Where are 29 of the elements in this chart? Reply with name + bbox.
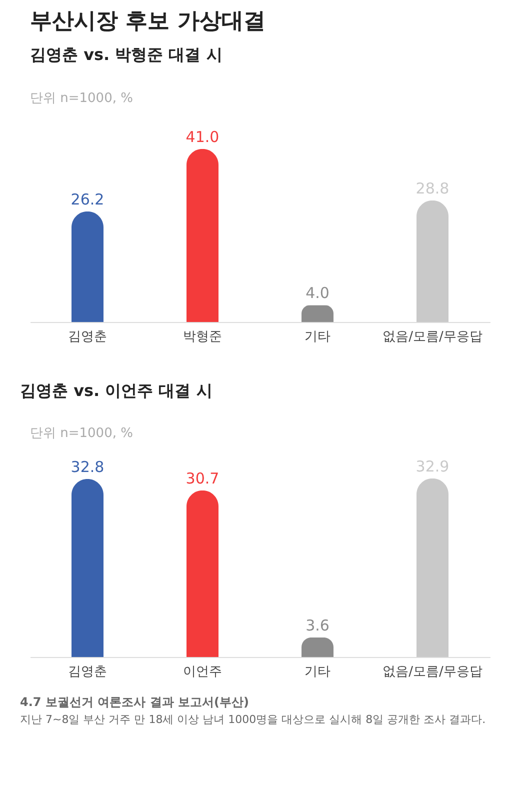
x-tick-label: 김영춘 — [68, 664, 107, 680]
chart-subtitle: 김영춘 vs. 박형준 대결 시 — [30, 45, 222, 64]
chart-title: 부산시장 후보 가상대결 — [30, 9, 266, 34]
bar — [416, 200, 448, 322]
x-tick-label: 박형준 — [183, 330, 222, 344]
text: 4.7 보궐선거 여론조사 결과 보고서(부산) — [20, 695, 249, 709]
x-tick-label: 없음/모름/무응답 — [382, 664, 482, 680]
x-tick-label: 기타 — [304, 664, 330, 680]
bar — [72, 211, 104, 322]
x-tick-label: 없음/모름/무응답 — [382, 330, 482, 344]
data-label: 3.6 — [306, 616, 330, 634]
data-label: 26.2 — [70, 190, 104, 208]
bar — [72, 478, 104, 657]
x-tick-label: 기타 — [304, 330, 330, 344]
x-tick-label: 김영춘 — [68, 330, 107, 344]
data-label: 41.0 — [186, 128, 220, 146]
bar — [416, 478, 448, 657]
data-label: 32.8 — [70, 458, 104, 476]
data-label: 30.7 — [186, 469, 220, 488]
text: 지난 7~8일 부산 거주 만 18세 이상 남녀 1000명을 대상으로 실시해 8일 공개한 조사 결과다. — [20, 713, 486, 726]
chart-title: 김영춘 vs. 이언주 대결 시 — [20, 381, 212, 400]
x-tick-label: 이언주 — [183, 664, 222, 680]
bar — [186, 490, 218, 657]
text: 단위 n=1000, % — [30, 91, 133, 106]
data-label: 4.0 — [306, 284, 330, 302]
bar — [302, 637, 334, 657]
bar — [186, 148, 218, 322]
text: 단위 n=1000, % — [30, 426, 133, 441]
bar — [302, 305, 334, 322]
